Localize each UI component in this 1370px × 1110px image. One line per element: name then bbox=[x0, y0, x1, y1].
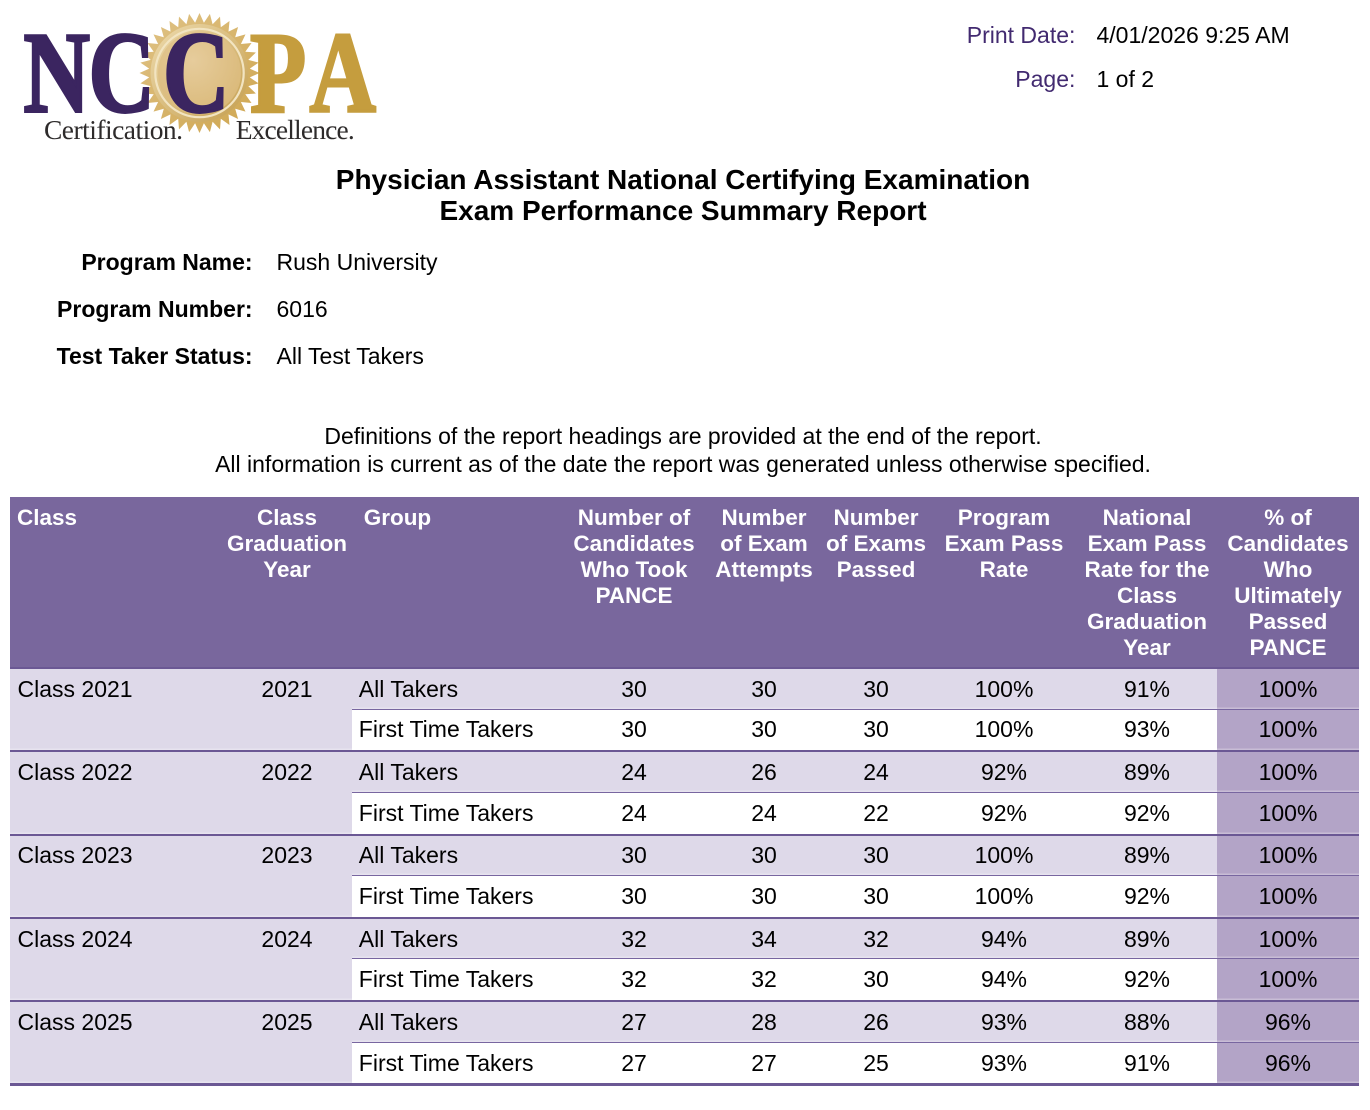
svg-text:A: A bbox=[310, 9, 376, 137]
svg-text:Certification.: Certification. bbox=[44, 114, 183, 145]
svg-text:C: C bbox=[89, 9, 155, 137]
svg-text:N: N bbox=[24, 9, 90, 137]
svg-text:P: P bbox=[250, 9, 306, 137]
svg-text:C: C bbox=[163, 9, 229, 137]
svg-text:Excellence.: Excellence. bbox=[236, 114, 355, 145]
